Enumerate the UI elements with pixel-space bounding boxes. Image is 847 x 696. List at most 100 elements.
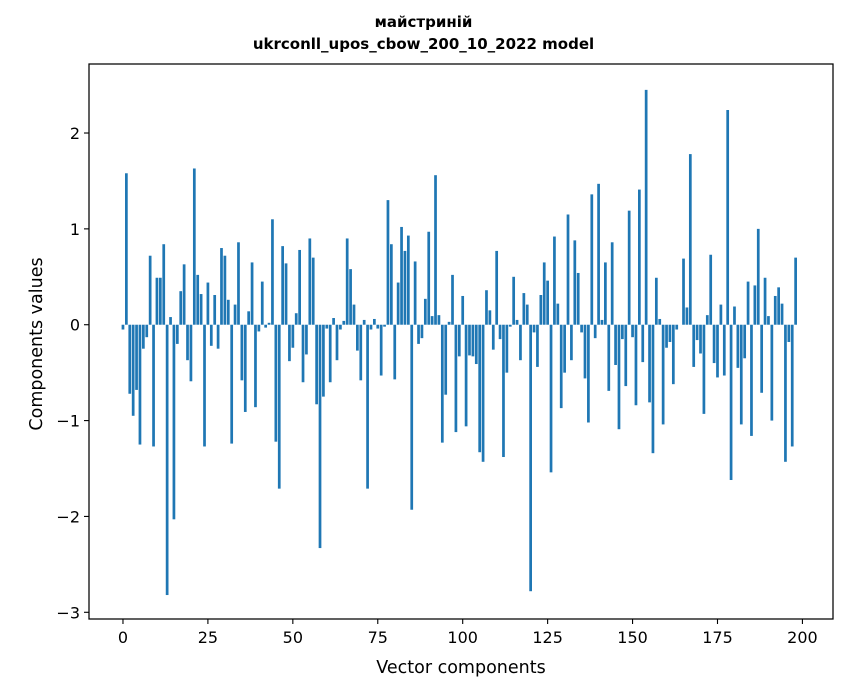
- bar-89: [423, 298, 427, 325]
- bar-106: [481, 324, 485, 462]
- bar-35: [240, 324, 244, 381]
- bar-115: [512, 276, 516, 325]
- bar-159: [661, 324, 665, 425]
- x-tick-label-0: 0: [118, 628, 128, 647]
- bar-6: [142, 324, 145, 349]
- bar-50: [291, 324, 295, 348]
- bar-177: [722, 324, 726, 376]
- bar-75: [376, 324, 380, 329]
- x-tick-label-50: 50: [283, 628, 303, 647]
- bar-153: [641, 324, 645, 363]
- x-tick-label-150: 150: [617, 628, 648, 647]
- bar-29: [220, 248, 223, 325]
- bar-143: [607, 324, 611, 391]
- bar-53: [301, 324, 305, 383]
- bar-125: [546, 280, 549, 325]
- chart-title-line-2: ukrconll_upos_cbow_200_10_2022 model: [252, 35, 595, 53]
- bar-161: [668, 324, 672, 342]
- bar-16: [175, 324, 179, 344]
- chart-title-line-1: майстриній: [374, 13, 473, 31]
- bar-146: [617, 324, 621, 430]
- bar-108: [488, 310, 492, 325]
- bar-55: [308, 238, 312, 325]
- bar-156: [651, 324, 655, 454]
- bar-98: [454, 324, 458, 433]
- bar-24: [203, 324, 206, 447]
- bars-group: [121, 89, 797, 596]
- bar-81: [396, 282, 400, 325]
- bar-46: [277, 324, 281, 489]
- bar-26: [209, 324, 213, 346]
- bar-142: [604, 262, 607, 325]
- bar-77: [383, 324, 386, 327]
- bar-57: [315, 324, 318, 405]
- bar-23: [199, 294, 203, 325]
- bar-1: [125, 173, 128, 325]
- bar-166: [685, 307, 689, 325]
- bar-59: [322, 324, 325, 397]
- y-tick-label--2: −2: [56, 507, 80, 526]
- plot-frame: [88, 63, 834, 620]
- bar-157: [654, 277, 658, 325]
- bar-154: [644, 89, 648, 325]
- bar-70: [359, 324, 363, 381]
- bar-118: [522, 293, 526, 325]
- bar-33: [233, 304, 237, 325]
- bar-38: [250, 262, 254, 325]
- y-tick-label-0: 0: [70, 316, 80, 335]
- bar-13: [165, 324, 169, 596]
- bar-93: [437, 315, 441, 325]
- bar-104: [474, 324, 478, 365]
- bar-171: [702, 324, 706, 414]
- bar-97: [451, 274, 454, 325]
- bar-100: [461, 295, 465, 325]
- bar-130: [563, 324, 566, 373]
- bar-101: [464, 324, 468, 427]
- bar-27: [213, 295, 217, 325]
- bar-181: [736, 324, 740, 368]
- bar-36: [243, 324, 247, 412]
- bar-186: [753, 285, 757, 325]
- bar-56: [311, 257, 315, 325]
- bar-25: [206, 282, 210, 325]
- bar-124: [542, 262, 546, 325]
- bar-90: [427, 231, 431, 325]
- bar-86: [413, 261, 417, 325]
- bar-139: [593, 324, 597, 339]
- bar-43: [267, 322, 271, 325]
- bar-99: [457, 324, 461, 357]
- bar-91: [430, 316, 434, 325]
- bar-150: [631, 324, 634, 338]
- bar-71: [362, 319, 366, 325]
- bar-149: [627, 210, 631, 325]
- bar-95: [444, 324, 448, 395]
- x-tick-label-100: 100: [447, 628, 478, 647]
- bar-141: [600, 319, 604, 325]
- bar-148: [624, 324, 628, 387]
- bar-4: [135, 324, 138, 390]
- bar-144: [610, 242, 614, 325]
- bar-42: [264, 324, 268, 328]
- bar-44: [271, 219, 274, 325]
- bar-54: [305, 324, 308, 355]
- y-axis-label: Components values: [27, 257, 47, 431]
- bar-188: [760, 324, 764, 393]
- bar-196: [787, 324, 791, 342]
- bar-174: [712, 324, 716, 364]
- x-tick-label-200: 200: [787, 628, 818, 647]
- bar-18: [182, 264, 186, 325]
- bar-68: [352, 304, 356, 325]
- bar-158: [658, 318, 662, 325]
- bar-5: [138, 324, 142, 445]
- bar-180: [733, 306, 736, 325]
- bar-134: [576, 272, 580, 325]
- bar-103: [471, 324, 475, 357]
- bar-133: [573, 240, 577, 325]
- bar-126: [549, 324, 553, 473]
- bar-189: [763, 277, 767, 325]
- bar-61: [328, 324, 332, 383]
- bar-9: [152, 324, 155, 447]
- bar-0: [121, 324, 125, 330]
- bar-48: [284, 263, 288, 325]
- bar-28: [216, 324, 220, 349]
